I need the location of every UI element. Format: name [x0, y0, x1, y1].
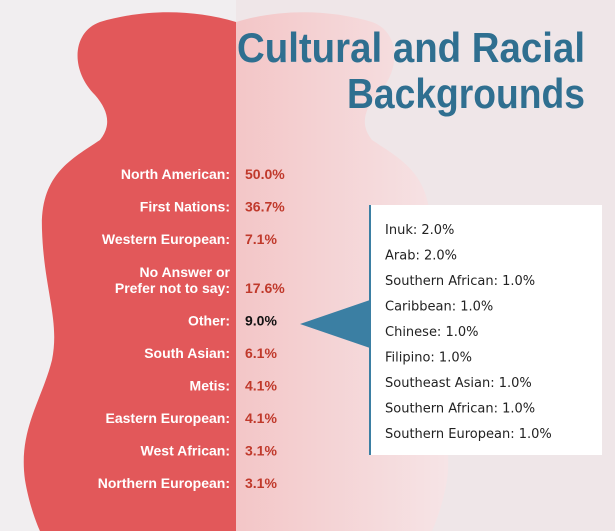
row-value: 6.1% [245, 345, 277, 361]
infographic: Cultural and Racial Backgrounds North Am… [0, 0, 615, 531]
breakdown-item: Southeast Asian: 1.0% [385, 376, 532, 391]
title-line: Backgrounds [347, 70, 585, 117]
breakdown-item: Filipino: 1.0% [385, 351, 472, 366]
row-label: West African: [141, 443, 230, 459]
row-value: 7.1% [245, 231, 277, 247]
row-value: 4.1% [245, 410, 277, 426]
row-value: 50.0% [245, 166, 285, 182]
row-value: 4.1% [245, 378, 277, 394]
row-label: Western European: [102, 231, 230, 247]
row-label: No Answer or [140, 264, 231, 280]
breakdown-item: Southern African: 1.0% [385, 274, 535, 289]
row-label: Prefer not to say: [115, 280, 230, 296]
breakdown-item: Chinese: 1.0% [385, 325, 478, 340]
row-value: 17.6% [245, 280, 285, 296]
breakdown-item: Southern European: 1.0% [385, 427, 552, 442]
breakdown-item: Southern African: 1.0% [385, 402, 535, 417]
breakdown-item: Inuk: 2.0% [385, 223, 454, 238]
row-value: 3.1% [245, 443, 277, 459]
breakdown-item: Arab: 2.0% [385, 249, 457, 264]
row-label: South Asian: [144, 345, 230, 361]
row-value: 9.0% [245, 313, 277, 329]
row-label: Metis: [190, 378, 230, 394]
row-value: 36.7% [245, 199, 285, 215]
row-value: 3.1% [245, 475, 277, 491]
row-label: First Nations: [140, 199, 230, 215]
row-label: Other: [188, 313, 230, 329]
breakdown-item: Caribbean: 1.0% [385, 300, 493, 315]
title-line: Cultural and Racial [237, 24, 585, 71]
row-label: Eastern European: [106, 410, 230, 426]
row-label: North American: [121, 166, 230, 182]
row-label: Northern European: [98, 475, 230, 491]
